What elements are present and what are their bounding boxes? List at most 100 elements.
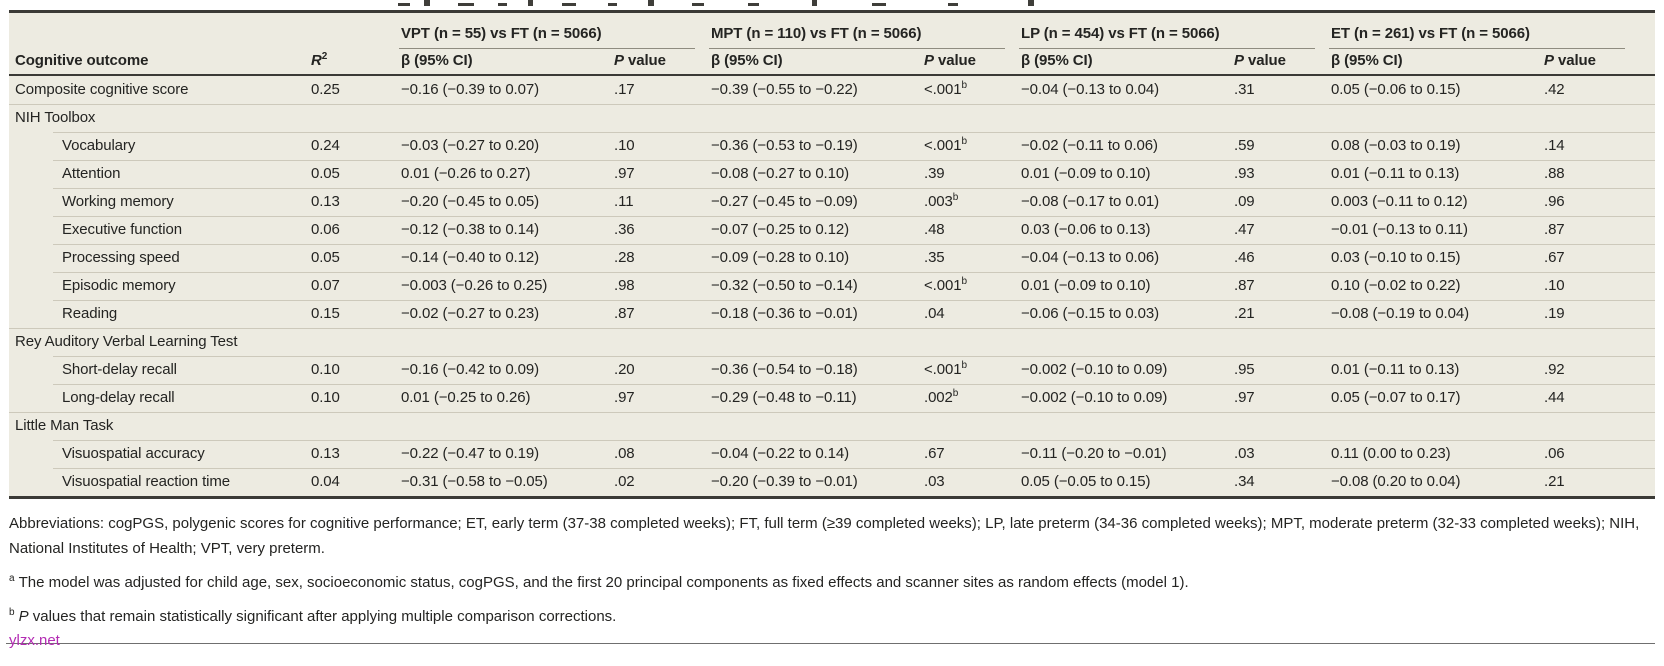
p-value: .003b	[924, 192, 959, 211]
beta-ci-value: 0.10 (−0.02 to 0.22)	[1331, 277, 1461, 294]
table-row: Reading 0.15 −0.02 (−0.27 to 0.23) .87 −0.18…	[9, 300, 1655, 328]
watermark-link[interactable]: ylzx.net	[9, 632, 60, 649]
p-value: <.001b	[924, 276, 967, 295]
column-header-outcome: Cognitive outcome	[15, 52, 149, 69]
beta-ci-value: −0.27 (−0.45 to −0.09)	[711, 193, 858, 210]
table-row: Composite cognitive score 0.25 −0.16 (−0.3…	[9, 76, 1655, 104]
beta-ci-value: −0.08 (−0.27 to 0.10)	[711, 165, 850, 182]
beta-ci-value: −0.03 (−0.27 to 0.20)	[401, 137, 540, 154]
beta-ci-value: −0.20 (−0.45 to 0.05)	[401, 193, 540, 210]
beta-ci-value: −0.04 (−0.13 to 0.06)	[1021, 249, 1160, 266]
r2-value: 0.05	[311, 165, 340, 182]
p-value: .97	[1234, 389, 1255, 406]
column-header-row: Cognitive outcome R2 β (95% CI) P value …	[9, 49, 1655, 76]
p-value: .17	[614, 81, 635, 98]
p-value: .10	[614, 137, 635, 154]
p-value: .31	[1234, 81, 1255, 98]
r2-value: 0.13	[311, 193, 340, 210]
beta-ci-value: −0.36 (−0.54 to −0.18)	[711, 361, 858, 378]
p-value: .39	[924, 165, 945, 182]
group-header-spacer	[9, 13, 309, 49]
column-header-beta: β (95% CI)	[401, 52, 473, 69]
beta-ci-value: 0.01 (−0.26 to 0.27)	[401, 165, 531, 182]
row-label: Long-delay recall	[62, 389, 175, 406]
group-header-spacer	[309, 13, 399, 49]
table-row: Visuospatial reaction time 0.04 −0.31 (−0.…	[9, 468, 1655, 496]
r2-value: 0.10	[311, 361, 340, 378]
p-value: .03	[924, 473, 945, 490]
table-row: Processing speed 0.05 −0.14 (−0.40 to 0.12…	[9, 244, 1655, 272]
beta-ci-value: −0.39 (−0.55 to −0.22)	[711, 81, 858, 98]
p-value: .21	[1234, 305, 1255, 322]
row-label: Executive function	[62, 221, 182, 238]
table-row: Working memory 0.13 −0.20 (−0.45 to 0.05).…	[9, 188, 1655, 216]
table-row: Vocabulary 0.24 −0.03 (−0.27 to 0.20) .10 −0…	[9, 132, 1655, 160]
p-value: .87	[614, 305, 635, 322]
row-label: Reading	[62, 305, 118, 322]
section-label: Rey Auditory Verbal Learning Test	[15, 333, 238, 350]
group-header-et: ET (n = 261) vs FT (n = 5066)	[1329, 25, 1625, 49]
p-value: .14	[1544, 137, 1565, 154]
p-value: .11	[614, 193, 634, 210]
column-header-pvalue: P value	[1234, 52, 1286, 69]
p-value: .87	[1544, 221, 1565, 238]
r2-value: 0.04	[311, 473, 340, 490]
cropped-title-fragment	[0, 0, 1664, 9]
p-value: .97	[614, 165, 635, 182]
p-value: .98	[614, 277, 635, 294]
beta-ci-value: −0.02 (−0.11 to 0.06)	[1021, 137, 1158, 154]
r2-value: 0.07	[311, 277, 340, 294]
p-value: <.001b	[924, 136, 967, 155]
beta-ci-value: −0.08 (−0.19 to 0.04)	[1331, 305, 1470, 322]
beta-ci-value: −0.08 (0.20 to 0.04)	[1331, 473, 1461, 490]
column-header-r2: R2	[311, 51, 328, 70]
row-label: Composite cognitive score	[15, 81, 189, 98]
p-value: .44	[1544, 389, 1565, 406]
beta-ci-value: 0.05 (−0.06 to 0.15)	[1331, 81, 1461, 98]
group-header-mpt: MPT (n = 110) vs FT (n = 5066)	[709, 25, 1005, 49]
p-value: .06	[1544, 445, 1565, 462]
p-value: .96	[1544, 193, 1565, 210]
column-header-pvalue: P value	[924, 52, 976, 69]
beta-ci-value: −0.07 (−0.25 to 0.12)	[711, 221, 850, 238]
table-row: Visuospatial accuracy 0.13 −0.22 (−0.47 to…	[9, 440, 1655, 468]
table-row: Long-delay recall 0.10 0.01 (−0.25 to 0.26…	[9, 384, 1655, 412]
beta-ci-value: −0.06 (−0.15 to 0.03)	[1021, 305, 1160, 322]
column-header-pvalue: P value	[1544, 52, 1596, 69]
beta-ci-value: −0.12 (−0.38 to 0.14)	[401, 221, 540, 238]
row-label: Processing speed	[62, 249, 180, 266]
beta-ci-value: −0.08 (−0.17 to 0.01)	[1021, 193, 1160, 210]
p-value: .67	[924, 445, 945, 462]
beta-ci-value: 0.03 (−0.10 to 0.15)	[1331, 249, 1461, 266]
p-value: .02	[614, 473, 635, 490]
beta-ci-value: −0.002 (−0.10 to 0.09)	[1021, 361, 1168, 378]
beta-ci-value: 0.01 (−0.09 to 0.10)	[1021, 277, 1151, 294]
beta-ci-value: −0.09 (−0.28 to 0.10)	[711, 249, 850, 266]
r2-value: 0.05	[311, 249, 340, 266]
beta-ci-value: −0.16 (−0.39 to 0.07)	[401, 81, 540, 98]
r2-value: 0.13	[311, 445, 340, 462]
beta-ci-value: −0.36 (−0.53 to −0.19)	[711, 137, 858, 154]
p-value: .88	[1544, 165, 1565, 182]
abbreviations-note: Abbreviations: cogPGS, polygenic scores …	[9, 515, 1640, 557]
r2-value: 0.10	[311, 389, 340, 406]
beta-ci-value: −0.02 (−0.27 to 0.23)	[401, 305, 540, 322]
table-row: Short-delay recall 0.10 −0.16 (−0.42 to 0.…	[9, 356, 1655, 384]
beta-ci-value: −0.11 (−0.20 to −0.01)	[1021, 445, 1167, 462]
p-value: .97	[614, 389, 635, 406]
row-label: Working memory	[62, 193, 174, 210]
beta-ci-value: −0.003 (−0.26 to 0.25)	[401, 277, 548, 294]
p-value: .04	[924, 305, 945, 322]
r2-value: 0.25	[311, 81, 340, 98]
row-label: Short-delay recall	[62, 361, 177, 378]
p-value: .21	[1544, 473, 1565, 490]
p-value: .92	[1544, 361, 1565, 378]
group-header-lp: LP (n = 454) vs FT (n = 5066)	[1019, 25, 1315, 49]
beta-ci-value: −0.04 (−0.22 to 0.14)	[711, 445, 850, 462]
watermark-row: ylzx.net	[6, 632, 1655, 651]
p-value: .48	[924, 221, 945, 238]
p-value: .10	[1544, 277, 1565, 294]
p-value: .08	[614, 445, 635, 462]
p-value: .93	[1234, 165, 1255, 182]
p-value: .34	[1234, 473, 1255, 490]
